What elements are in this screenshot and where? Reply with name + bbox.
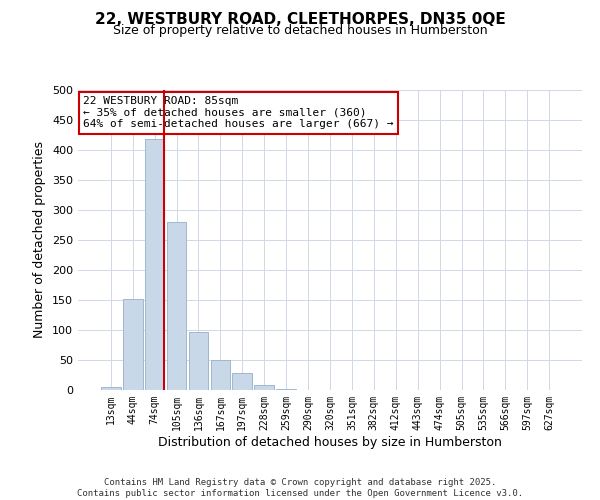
- Bar: [101, 387, 121, 390]
- Text: Size of property relative to detached houses in Humberston: Size of property relative to detached ho…: [113, 24, 487, 37]
- Text: 22 WESTBURY ROAD: 85sqm
← 35% of detached houses are smaller (360)
64% of semi-d: 22 WESTBURY ROAD: 85sqm ← 35% of detache…: [83, 96, 394, 129]
- Bar: [254, 384, 274, 390]
- Bar: [145, 139, 164, 390]
- Bar: [167, 222, 187, 390]
- Bar: [188, 332, 208, 390]
- Text: 22, WESTBURY ROAD, CLEETHORPES, DN35 0QE: 22, WESTBURY ROAD, CLEETHORPES, DN35 0QE: [95, 12, 505, 28]
- Bar: [276, 389, 296, 390]
- Y-axis label: Number of detached properties: Number of detached properties: [34, 142, 46, 338]
- Bar: [211, 360, 230, 390]
- Bar: [123, 299, 143, 390]
- Bar: [232, 373, 252, 390]
- Text: Contains HM Land Registry data © Crown copyright and database right 2025.
Contai: Contains HM Land Registry data © Crown c…: [77, 478, 523, 498]
- X-axis label: Distribution of detached houses by size in Humberston: Distribution of detached houses by size …: [158, 436, 502, 448]
